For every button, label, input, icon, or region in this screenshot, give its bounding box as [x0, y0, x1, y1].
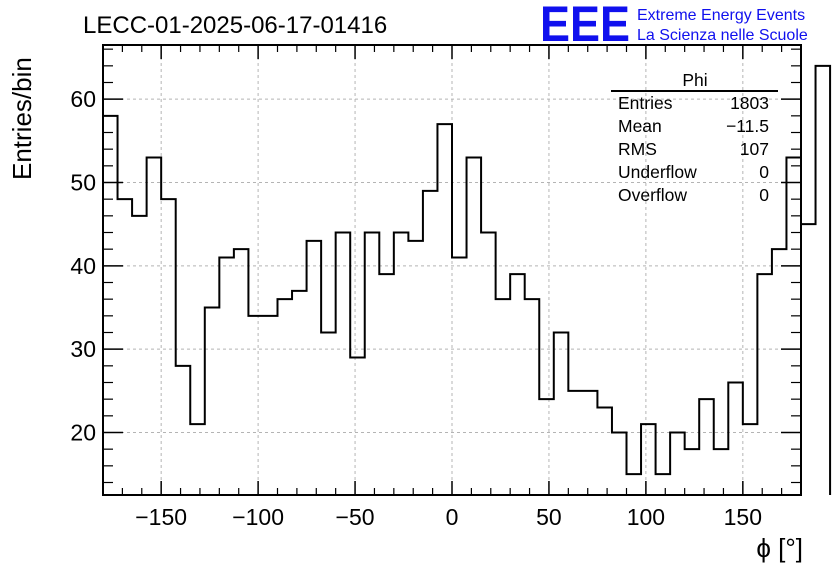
x-tick-label: −150 — [135, 504, 187, 530]
histogram-line — [102, 64, 832, 495]
x-tick-label: −100 — [232, 504, 284, 530]
x-tick-label: −50 — [336, 504, 375, 530]
stats-title: Phi — [682, 70, 707, 90]
y-tick-label: 30 — [70, 336, 96, 362]
y-tick-label: 20 — [70, 420, 96, 446]
stats-value: −11.5 — [726, 116, 769, 136]
stats-box: Phi Entries 1803 Mean −11.5 RMS 107 Underflow 0… — [611, 70, 778, 205]
stats-value: 1803 — [730, 93, 769, 113]
y-tick-label: 50 — [70, 170, 96, 196]
stats-label: RMS — [618, 139, 657, 159]
x-tick-label: 100 — [627, 504, 665, 530]
chart-title: LECC-01-2025-06-17-01416 — [83, 12, 387, 39]
axis-ticks: −150 −100 −50 0 50 100 150 20 30 40 50 60 — [70, 45, 801, 530]
stats-rows: Entries 1803 Mean −11.5 RMS 107 Underflow 0 Over… — [618, 93, 769, 205]
y-axis-label: Entries/bin — [7, 57, 37, 180]
x-tick-label: 150 — [724, 504, 762, 530]
x-axis-label: ϕ [°] — [756, 533, 803, 563]
y-tick-label: 60 — [70, 86, 96, 112]
x-tick-label: 50 — [536, 504, 562, 530]
stats-label: Underflow — [618, 162, 697, 182]
logo-line-1: Extreme Energy Events — [637, 7, 805, 24]
stats-label: Mean — [618, 116, 662, 136]
logo-line-2: La Scienza nelle Scuole — [637, 27, 808, 44]
grid — [103, 45, 801, 495]
logo-eee-text: EEE — [540, 0, 630, 52]
stats-value: 0 — [759, 162, 769, 182]
stats-value: 0 — [759, 185, 769, 205]
y-tick-label: 40 — [70, 253, 96, 279]
stats-label: Entries — [618, 93, 673, 113]
eee-logo: EEE Extreme Energy Events La Scienza nel… — [540, 0, 808, 52]
stats-value: 107 — [740, 139, 769, 159]
x-tick-label: 0 — [446, 504, 459, 530]
stats-label: Overflow — [618, 185, 687, 205]
